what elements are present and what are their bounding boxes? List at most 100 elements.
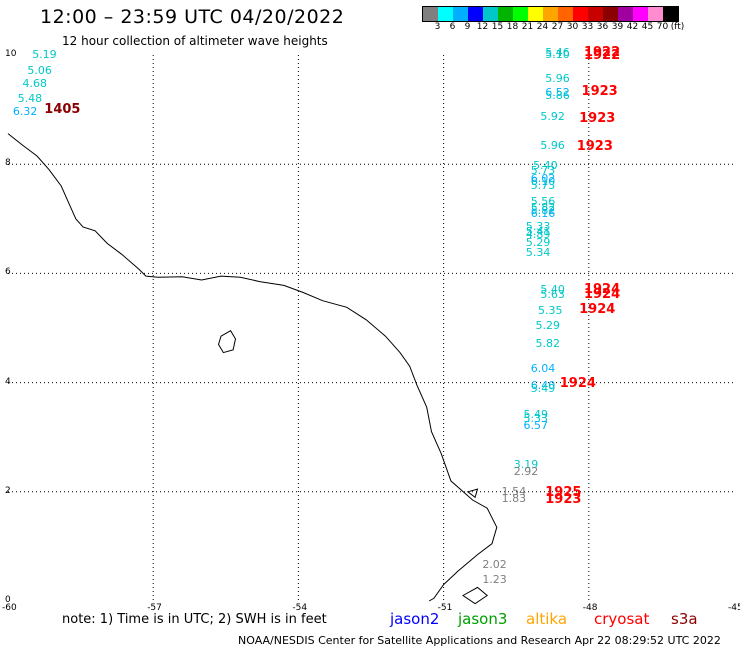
wave-height-value: 5.82: [530, 203, 556, 217]
lat-lon-grid: [8, 55, 734, 601]
pass-time-label: 1924: [559, 376, 596, 392]
pass-time-label: 1924: [579, 301, 616, 317]
pass-time-label: 1924: [583, 281, 621, 297]
color-scale-label: 45: [641, 22, 654, 32]
footer-note: note: 1) Time is in UTC; 2) SWH is in fe…: [62, 612, 327, 627]
wave-height-value: 5.49: [523, 408, 548, 422]
wave-height-value: 5.33: [525, 219, 551, 233]
wave-height-value: 5.63: [540, 288, 565, 302]
wave-height-value: 6.40: [530, 379, 556, 393]
color-scale-label: 30: [566, 22, 579, 32]
wave-height-value: 4.89: [525, 228, 551, 242]
color-scale-label: 27: [551, 22, 564, 32]
pass-time-label: 1923: [545, 491, 582, 507]
color-scale-bar: [422, 6, 679, 22]
lake-outline: [217, 330, 237, 354]
wave-height-value: 5.33: [523, 412, 548, 426]
wave-height-value: 1.54: [501, 484, 527, 498]
color-scale-label: 33: [581, 22, 594, 32]
wave-height-value: 5.34: [525, 245, 551, 259]
coastline: [7, 133, 498, 605]
wave-height-value: 5.86: [545, 88, 570, 102]
color-scale-label: 36: [596, 22, 609, 32]
color-swatch: [468, 7, 483, 21]
color-scale-label: 42: [626, 22, 639, 32]
wave-height-value: 5.82: [535, 337, 561, 351]
wave-height-value: 6.16: [530, 207, 556, 221]
color-scale-label: 39: [611, 22, 624, 32]
wave-height-value: 3.19: [513, 457, 539, 471]
wave-height-value: 5.40: [533, 158, 558, 172]
wave-height-value: 6.52: [545, 86, 570, 100]
pass-time-label: 1924: [583, 287, 621, 303]
y-tick-label: 0: [5, 595, 11, 605]
map-subtitle: 12 hour collection of altimeter wave hei…: [62, 34, 328, 48]
color-swatch: [603, 7, 618, 21]
wave-height-value: 5.96: [545, 72, 570, 86]
map-frame: [8, 55, 734, 601]
satellite-cryosat: cryosat: [594, 610, 650, 628]
color-scale-label: 24: [536, 22, 549, 32]
wave-height-value: 2.02: [482, 557, 507, 571]
wave-height-value: 5.73: [530, 164, 556, 178]
wave-height-value: 5.10: [545, 48, 570, 61]
color-swatch: [498, 7, 513, 21]
color-swatch: [453, 7, 468, 21]
color-scale-label: 21: [521, 22, 534, 32]
wave-height-value: 5.46: [545, 45, 570, 59]
wave-height-value: 5.41: [525, 225, 551, 239]
y-tick-label: 6: [5, 267, 11, 278]
color-scale-label: 3: [434, 22, 441, 32]
color-swatch: [483, 7, 498, 21]
wave-height-value: 5.35: [537, 303, 563, 317]
wave-height-value: 5.49: [530, 382, 556, 396]
wave-height-value: 6.32: [12, 105, 38, 119]
color-swatch: [648, 7, 663, 21]
wave-height-value: 4.68: [22, 76, 48, 90]
pass-time-label: 1923: [581, 83, 618, 99]
wave-height-value: 5.96: [540, 138, 565, 152]
wave-height-value: 5.29: [535, 318, 561, 332]
color-swatch: [558, 7, 573, 21]
pass-time-label: 1923: [576, 139, 613, 155]
y-tick-label: 4: [5, 376, 11, 387]
y-tick-label: 2: [5, 485, 11, 496]
satellite-altika: altika: [526, 610, 568, 628]
wave-height-value: 5.19: [32, 48, 57, 61]
pass-time-label: 1405: [44, 101, 81, 117]
wave-height-value: 5.56: [530, 195, 556, 209]
wave-height-value: 5.73: [530, 179, 556, 193]
x-tick-label: -57: [147, 603, 162, 613]
pass-time-label: 1925: [545, 485, 582, 501]
wave-height-value: 5.40: [540, 282, 565, 296]
color-swatch: [663, 7, 678, 21]
color-swatch: [588, 7, 603, 21]
satellite-jason3: jason3: [458, 610, 508, 628]
wave-height-value: 5.92: [540, 110, 565, 124]
x-tick-label: -51: [437, 603, 453, 613]
wave-height-value: 6.10: [530, 174, 556, 188]
color-scale-label: 15: [491, 22, 504, 32]
color-scale-label: (ft): [670, 22, 685, 32]
wave-height-value: 5.48: [17, 91, 43, 105]
x-tick-label: -48: [582, 603, 598, 613]
wave-height-value: 2.92: [513, 464, 539, 478]
pass-time-label: 1923: [579, 110, 616, 126]
wave-height-value: 6.57: [523, 419, 548, 433]
wave-height-value: 5.06: [27, 64, 52, 78]
color-scale-label: 70: [656, 22, 669, 32]
wave-height-value: 6.02: [530, 171, 556, 185]
satellite-s3a: s3a: [671, 610, 698, 628]
y-tick-label: 10: [5, 49, 17, 59]
x-tick-label: -54: [292, 603, 308, 613]
color-swatch: [513, 7, 528, 21]
color-swatch: [618, 7, 633, 21]
color-scale-label: 6: [449, 22, 456, 32]
color-swatch: [543, 7, 558, 21]
island-outline: [466, 488, 479, 499]
color-swatch: [423, 7, 438, 21]
color-swatch: [438, 7, 453, 21]
wave-height-value: 5.29: [525, 236, 551, 250]
x-tick-label: -60: [2, 603, 17, 613]
